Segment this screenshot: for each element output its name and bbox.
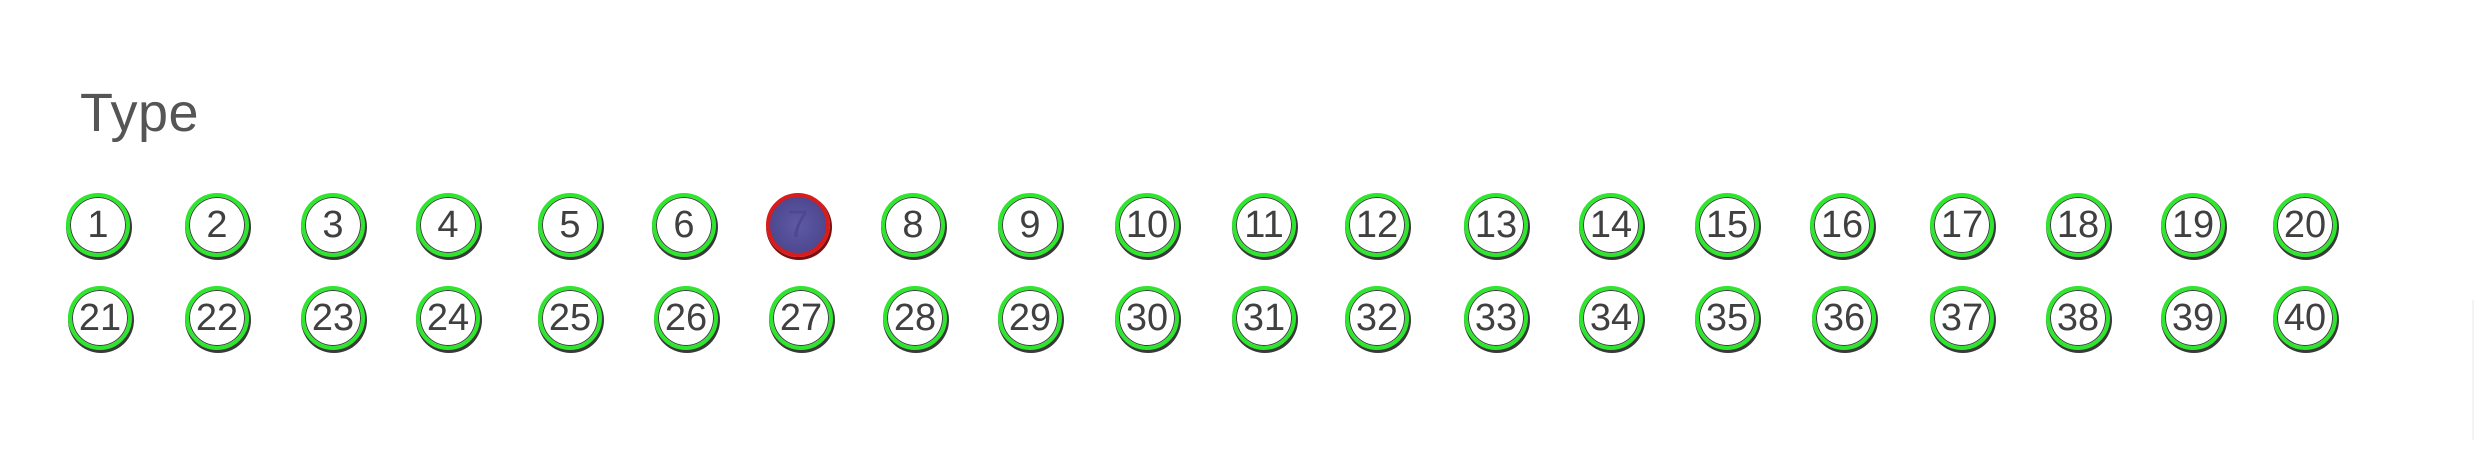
- type-option-39[interactable]: 39: [2161, 286, 2225, 350]
- type-option-36[interactable]: 36: [1812, 286, 1876, 350]
- type-option-grid: 1 2 3 4 5 6 7 8 9 10 11 12 13 14 15 16 1…: [66, 193, 2366, 379]
- type-option-8[interactable]: 8: [881, 193, 945, 257]
- type-option-12[interactable]: 12: [1345, 193, 1409, 257]
- type-option-6[interactable]: 6: [652, 193, 716, 257]
- type-option-37[interactable]: 37: [1930, 286, 1994, 350]
- type-option-32[interactable]: 32: [1345, 286, 1409, 350]
- type-option-34[interactable]: 34: [1579, 286, 1643, 350]
- type-option-33[interactable]: 33: [1464, 286, 1528, 350]
- type-option-11[interactable]: 11: [1232, 193, 1296, 257]
- type-option-4[interactable]: 4: [416, 193, 480, 257]
- right-edge-divider: [2472, 300, 2474, 440]
- type-option-27[interactable]: 27: [769, 286, 833, 350]
- type-option-30[interactable]: 30: [1115, 286, 1179, 350]
- type-option-25[interactable]: 25: [538, 286, 602, 350]
- type-option-28[interactable]: 28: [883, 286, 947, 350]
- type-option-31[interactable]: 31: [1232, 286, 1296, 350]
- type-option-15[interactable]: 15: [1695, 193, 1759, 257]
- type-option-1[interactable]: 1: [66, 193, 130, 257]
- type-option-38[interactable]: 38: [2046, 286, 2110, 350]
- type-option-23[interactable]: 23: [301, 286, 365, 350]
- type-option-7[interactable]: 7: [766, 193, 830, 257]
- type-option-21[interactable]: 21: [68, 286, 132, 350]
- type-option-40[interactable]: 40: [2273, 286, 2337, 350]
- type-option-19[interactable]: 19: [2161, 193, 2225, 257]
- type-option-3[interactable]: 3: [301, 193, 365, 257]
- type-option-26[interactable]: 26: [654, 286, 718, 350]
- type-option-22[interactable]: 22: [185, 286, 249, 350]
- type-option-35[interactable]: 35: [1695, 286, 1759, 350]
- type-option-13[interactable]: 13: [1464, 193, 1528, 257]
- section-title: Type: [80, 83, 200, 143]
- type-option-16[interactable]: 16: [1810, 193, 1874, 257]
- type-option-20[interactable]: 20: [2273, 193, 2337, 257]
- type-option-17[interactable]: 17: [1930, 193, 1994, 257]
- type-option-24[interactable]: 24: [416, 286, 480, 350]
- type-option-9[interactable]: 9: [998, 193, 1062, 257]
- type-option-29[interactable]: 29: [998, 286, 1062, 350]
- type-option-2[interactable]: 2: [185, 193, 249, 257]
- type-option-5[interactable]: 5: [538, 193, 602, 257]
- type-option-18[interactable]: 18: [2046, 193, 2110, 257]
- type-option-row-2: 21 22 23 24 25 26 27 28 29 30 31 32 33 3…: [66, 286, 2366, 379]
- type-option-row-1: 1 2 3 4 5 6 7 8 9 10 11 12 13 14 15 16 1…: [66, 193, 2366, 286]
- type-option-14[interactable]: 14: [1579, 193, 1643, 257]
- type-option-10[interactable]: 10: [1115, 193, 1179, 257]
